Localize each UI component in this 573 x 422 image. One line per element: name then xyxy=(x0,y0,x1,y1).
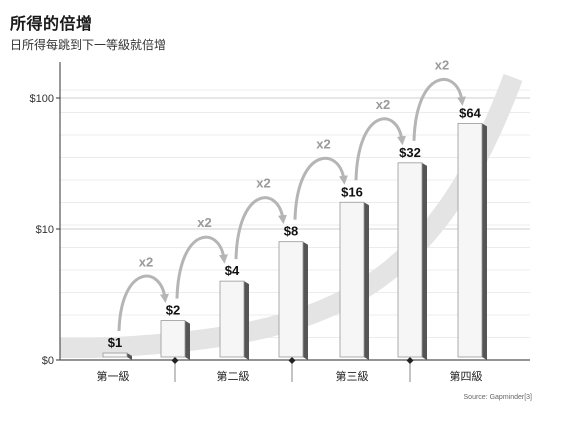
bar xyxy=(219,280,249,360)
y-tick-label: $100 xyxy=(30,93,54,105)
bar-front-face xyxy=(160,320,186,358)
bar-front-face xyxy=(102,352,128,358)
x2-arrow xyxy=(354,117,406,181)
bar-side-face xyxy=(185,320,190,360)
bar xyxy=(160,320,190,360)
bar-front-face xyxy=(397,162,423,358)
bar-front-face xyxy=(457,122,483,358)
bar xyxy=(457,122,487,360)
x2-label: x2 xyxy=(139,255,153,270)
x2-arrow xyxy=(293,156,348,220)
bar-front-face xyxy=(219,280,245,358)
source-note: Source: Gapminder[3] xyxy=(464,394,533,401)
category-label: 第二級 xyxy=(217,369,250,383)
bar-value-label: $1 xyxy=(108,335,122,350)
x2-label: x2 xyxy=(435,57,449,72)
bar-front-face xyxy=(339,201,365,358)
bar xyxy=(278,241,308,360)
x2-arrow xyxy=(117,274,169,332)
bar-value-label: $16 xyxy=(341,184,363,199)
bar-value-label: $32 xyxy=(399,145,421,160)
bar-side-face xyxy=(364,202,369,360)
bar-value-label: $8 xyxy=(284,224,298,239)
bar-side-face xyxy=(127,353,132,360)
bar-side-face xyxy=(303,241,308,360)
x2-label: x2 xyxy=(256,176,270,191)
y-tick-label: $0 xyxy=(42,355,54,367)
category-label: 第四級 xyxy=(450,369,483,383)
x2-arrow xyxy=(175,235,228,299)
category-label: 第三級 xyxy=(336,369,369,383)
bar-value-label: $64 xyxy=(459,105,481,120)
x2-label: x2 xyxy=(197,215,211,230)
chart-title: 所得的倍增 xyxy=(10,14,93,33)
x2-label: x2 xyxy=(316,136,330,151)
y-tick-label: $10 xyxy=(36,224,54,236)
bar-side-face xyxy=(482,123,487,360)
x2-arrow xyxy=(412,77,466,141)
category-label: 第一級 xyxy=(97,369,130,383)
level-boundary-marker xyxy=(171,357,179,364)
level-boundary-marker xyxy=(406,357,414,364)
bar xyxy=(102,352,132,360)
bar-side-face xyxy=(244,281,249,360)
level-boundary-marker xyxy=(288,357,296,364)
bar-value-label: $2 xyxy=(166,303,180,318)
bar-value-label: $4 xyxy=(225,263,240,278)
bar-front-face xyxy=(278,241,304,358)
chart-subtitle: 日所得每跳到下一等級就倍增 xyxy=(10,38,167,52)
bar-side-face xyxy=(422,162,427,360)
x2-label: x2 xyxy=(376,97,390,112)
x2-arrow xyxy=(234,196,287,260)
bar xyxy=(339,201,369,360)
bar xyxy=(397,162,427,360)
